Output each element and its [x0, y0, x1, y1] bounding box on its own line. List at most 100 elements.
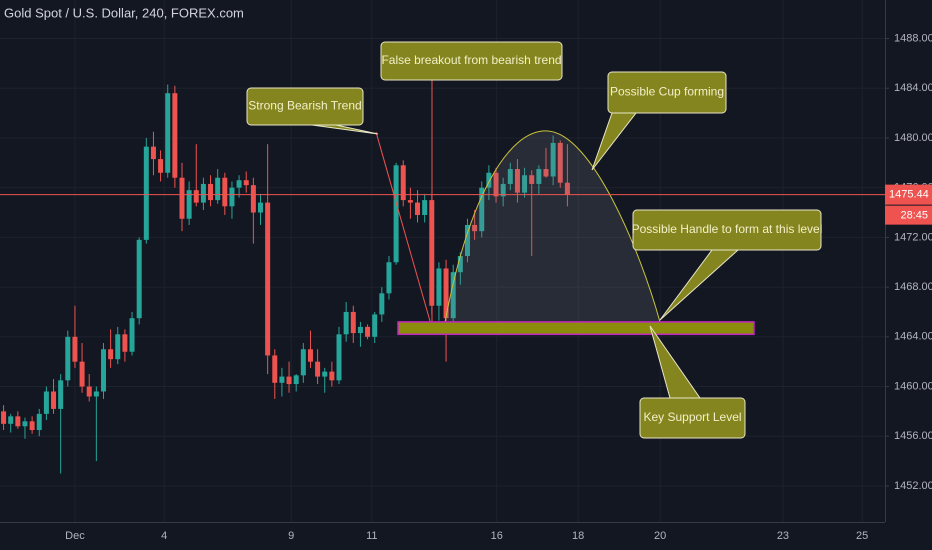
candle-body: [300, 349, 306, 376]
x-tick-label: 9: [288, 530, 294, 542]
candle-body: [443, 268, 449, 319]
candle-body: [286, 376, 292, 385]
callout-text: Key Support Level: [643, 410, 741, 424]
cup-shape: [444, 130, 661, 323]
candle-body: [450, 272, 456, 319]
candle-body: [543, 169, 549, 177]
candle-body: [72, 336, 78, 362]
callout-box: [632, 209, 822, 251]
candle-body: [208, 183, 214, 201]
candle-body: [115, 334, 121, 360]
candle-body: [58, 380, 64, 409]
last-price-label: 1475.44: [889, 189, 929, 201]
candle-body: [236, 180, 242, 188]
candle-body: [372, 314, 378, 337]
callout-box: [639, 397, 746, 439]
candle-body: [393, 165, 399, 263]
candle-body: [43, 391, 49, 414]
last-price-box: [885, 184, 932, 205]
candle-body: [8, 416, 14, 424]
candle-body: [315, 361, 321, 377]
y-tick-label: 1468.00: [894, 281, 932, 293]
y-tick-label: 1472.00: [894, 231, 932, 243]
candle-body: [215, 177, 221, 201]
y-tick-label: 1488.00: [894, 32, 932, 44]
candle-body: [329, 371, 335, 381]
candle-body: [158, 159, 164, 173]
x-tick-label: 23: [777, 530, 789, 542]
candle-body: [522, 175, 528, 193]
candle-body: [529, 175, 535, 184]
candle-body: [550, 142, 556, 177]
candle-body: [51, 391, 57, 409]
countdown-label: 28:45: [900, 210, 928, 222]
candle-body: [65, 336, 71, 381]
candle-body: [457, 256, 463, 273]
candle-body: [108, 349, 114, 360]
x-tick-label: 11: [366, 530, 377, 542]
candle-body: [379, 293, 385, 315]
candles: [1, 84, 570, 474]
candle-body: [265, 202, 271, 356]
callout-text: Strong Bearish Trend: [248, 99, 361, 113]
y-tick-label: 1456.00: [894, 430, 932, 442]
y-tick-label: 1460.00: [894, 380, 932, 392]
candle-body: [500, 183, 506, 197]
y-tick-label: 1484.00: [894, 82, 932, 94]
candle-body: [179, 177, 185, 219]
candle-body: [29, 421, 35, 431]
candle-body: [93, 391, 99, 397]
candle-body: [279, 376, 285, 383]
x-tick-label: 25: [856, 530, 868, 542]
candle-body: [250, 185, 256, 213]
candle-body: [400, 165, 406, 201]
callout-text: False breakout from bearish trend: [381, 53, 561, 67]
candle-body: [564, 182, 570, 195]
candle-body: [407, 200, 413, 203]
y-tick-label: 1452.00: [894, 480, 932, 492]
candle-body: [472, 224, 478, 232]
candle-body: [386, 262, 392, 294]
candle-body: [357, 326, 363, 334]
candle-body: [258, 202, 264, 213]
candle-body: [415, 202, 421, 216]
candle-body: [365, 326, 371, 337]
x-tick-label: 4: [161, 530, 167, 542]
candle-body: [507, 169, 513, 184]
candle-body: [557, 142, 563, 183]
candle-body: [172, 93, 178, 178]
candle-body: [122, 334, 128, 352]
candle-body: [222, 177, 228, 207]
candle-body: [186, 190, 192, 219]
x-tick-label: Dec: [65, 530, 85, 542]
candle-body: [100, 349, 106, 392]
candle-body: [422, 200, 428, 216]
candle-body: [136, 239, 142, 319]
candle-body: [336, 334, 342, 381]
countdown-box: [885, 205, 932, 225]
y-tick-label: 1464.00: [894, 331, 932, 343]
candle-body: [36, 413, 42, 431]
candle-body: [22, 421, 28, 427]
candle-body: [129, 318, 135, 352]
candle-body: [536, 169, 542, 184]
chart-title: Gold Spot / U.S. Dollar, 240, FOREX.com: [4, 5, 244, 20]
support-zone: [397, 321, 755, 336]
candle-body: [514, 169, 520, 193]
candle-body: [243, 180, 249, 186]
candle-body: [143, 146, 149, 240]
candle-body: [150, 146, 156, 160]
grid: [0, 0, 885, 522]
y-tick-label: 1480.00: [894, 132, 932, 144]
callout-text: Possible Cup forming: [610, 85, 724, 99]
trend-arrow: [375, 131, 433, 329]
candle-body: [307, 349, 313, 362]
candle-body: [229, 187, 235, 207]
candle-body: [272, 355, 278, 383]
candle-body: [200, 183, 206, 203]
overlay: 1452.00 1456.00 1460.00 1464.00 1468.00 1472.…: [0, 32, 932, 542]
candle-body: [15, 416, 21, 427]
x-tick-label: 18: [572, 530, 584, 542]
